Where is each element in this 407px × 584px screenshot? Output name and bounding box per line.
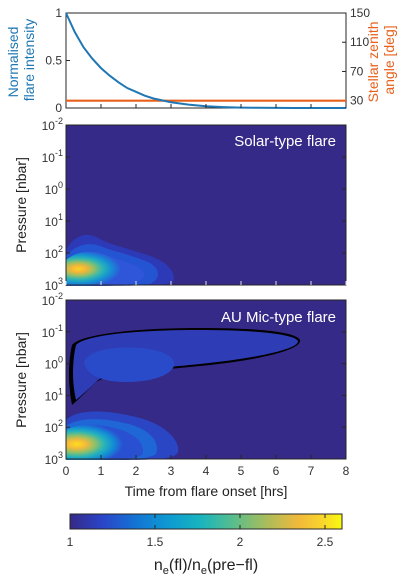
intensity-y-ticks: 00.51	[45, 6, 70, 115]
zenith-tick-label: 150	[350, 6, 370, 20]
zenith-ylabel: Stellar zenith angle [deg]	[365, 18, 397, 103]
time-tick-label: 0	[63, 464, 70, 478]
solar-pressure-tick-label: 10-2	[42, 116, 63, 133]
colorbar-ticks: 1 1.5 2 2.5	[67, 514, 334, 549]
solar-pressure-tick-label: 102	[45, 244, 63, 261]
time-tick-label: 1	[98, 464, 105, 478]
solar-pressure-tick-label: 10-1	[42, 148, 63, 165]
colorbar-gradient	[69, 513, 343, 530]
solar-flare-panel: Solar-type flare 10-2 10-1 100 101 102 103 Pr…	[13, 116, 347, 293]
solar-pressure-tick-label: 103	[45, 276, 63, 293]
solar-pressure-tick-label: 100	[45, 180, 63, 197]
intensity-tick-label: 1	[55, 6, 62, 20]
aumic-flare-y-ticks: 10-2 10-1 100 101 102 103	[42, 291, 346, 467]
aumic-pressure-tick-label: 102	[45, 418, 63, 435]
zenith-tick-label: 70	[350, 64, 364, 78]
aumic-flare-contours	[66, 328, 301, 460]
zenith-tick-label: 110	[350, 35, 369, 49]
time-tick-label: 3	[168, 464, 175, 478]
zenith-y-ticks: 30 70 110 150	[342, 6, 370, 108]
flare-intensity-line	[65, 12, 346, 109]
colorbar-tick-label: 2.5	[317, 535, 334, 549]
solar-flare-contours	[66, 234, 174, 286]
aumic-pressure-tick-label: 10-1	[42, 323, 63, 340]
solar-flare-ylabel: Pressure [nbar]	[13, 157, 29, 253]
time-tick-label: 5	[238, 464, 245, 478]
intensity-tick-label: 0	[55, 101, 62, 115]
colorbar: 1 1.5 2 2.5 ne(fl)/ne(pre−fl)	[67, 513, 343, 577]
solar-pressure-tick-label: 101	[45, 212, 63, 229]
time-tick-label: 2	[133, 464, 140, 478]
solar-flare-title: Solar-type flare	[234, 133, 336, 150]
intensity-plot-area	[65, 12, 347, 109]
aumic-pressure-tick-label: 10-2	[42, 291, 63, 308]
colorbar-tick-label: 1.5	[147, 535, 164, 549]
intensity-tick-label: 0.5	[45, 54, 62, 68]
time-tick-label: 4	[203, 464, 210, 478]
zenith-tick-label: 30	[350, 94, 364, 108]
aumic-flare-title: AU Mic-type flare	[221, 309, 336, 326]
colorbar-tick-label: 1	[67, 535, 74, 549]
time-x-ticks: 0 1 2 3 4 5 6 7 8	[63, 104, 350, 478]
aumic-pressure-tick-label: 103	[45, 450, 63, 467]
time-xlabel: Time from flare onset [hrs]	[125, 483, 288, 499]
aumic-flare-ylabel: Pressure [nbar]	[13, 332, 29, 428]
aumic-pressure-tick-label: 101	[45, 386, 63, 403]
time-tick-label: 7	[308, 464, 315, 478]
colorbar-label: ne(fl)/ne(pre−fl)	[154, 557, 258, 577]
solar-flare-y-ticks: 10-2 10-1 100 101 102 103	[42, 116, 346, 293]
time-tick-label: 6	[273, 464, 280, 478]
colorbar-tick-label: 2	[237, 535, 244, 549]
aumic-pressure-tick-label: 100	[45, 355, 63, 372]
intensity-ylabel: Normalised flare intensity	[5, 19, 37, 101]
time-tick-label: 8	[343, 464, 350, 478]
